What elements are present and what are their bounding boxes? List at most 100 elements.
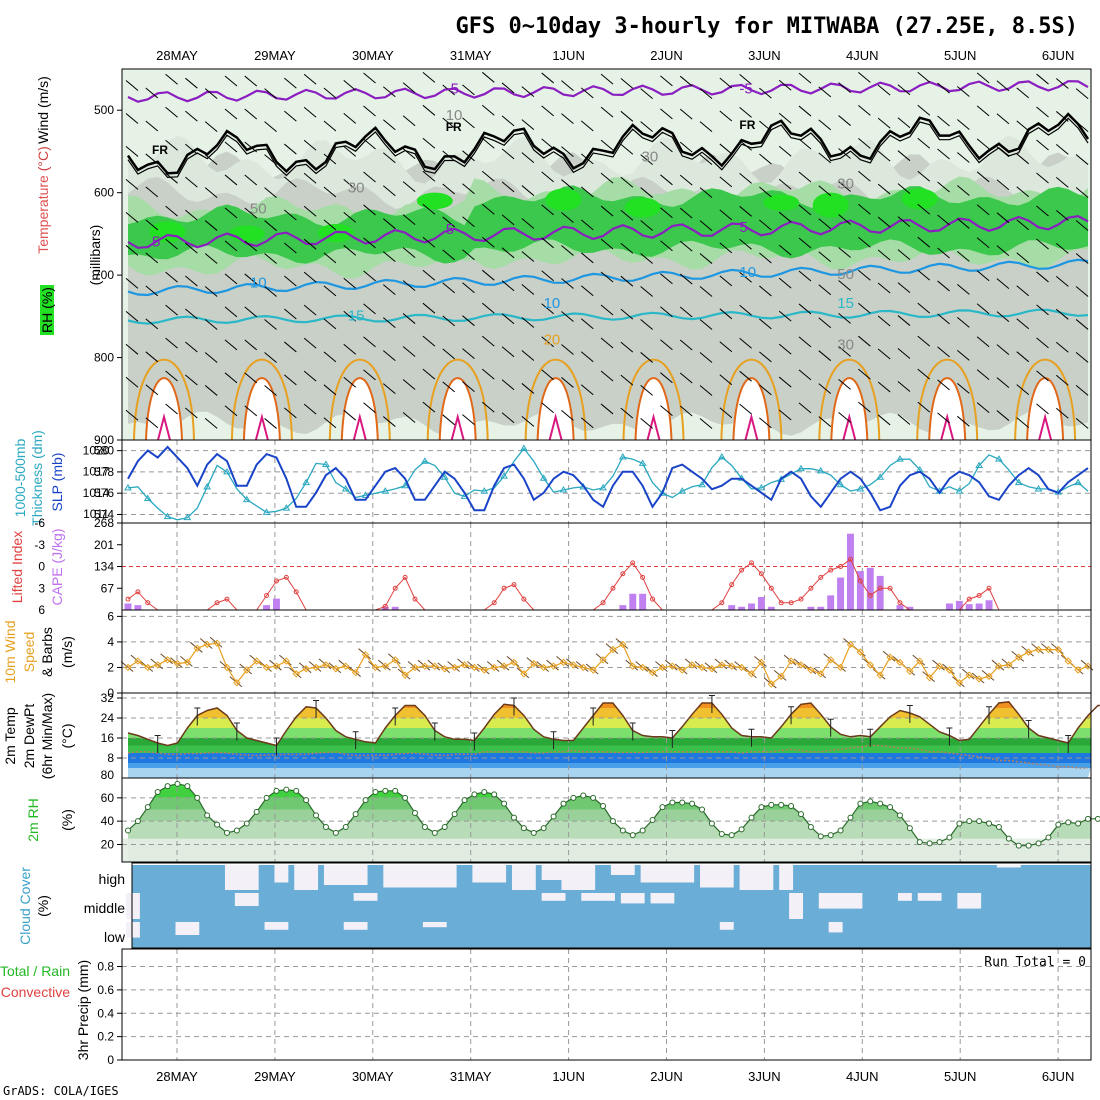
wind-barb [1036,73,1049,85]
wind-barb [679,240,693,252]
wind-barb [1075,352,1089,363]
rh-marker [471,791,478,798]
wind-speed-marker [737,663,746,672]
wind-barb [897,249,911,260]
precip-axis-label: 3hr Precip (mm) [75,960,91,1060]
wind-barb [442,216,456,228]
axis-label-part: & Barbs [39,627,55,677]
wind-speed-line [127,642,1089,686]
wind-barb [976,402,990,414]
temp-tick-label: 32 [101,691,115,705]
wind-barb [660,273,673,285]
rh-marker [1055,821,1062,828]
axis-label-part: CAPE (J/kg) [49,528,65,605]
rh-marker [778,801,785,808]
rh-shading-bright [901,188,938,210]
temp-25-contour [744,412,759,441]
temp-15-contour [127,308,1089,325]
freezing-level-line [126,112,1090,175]
wind-speed-marker [371,663,380,672]
cloud-cover-fill [132,865,1091,948]
wind-barb [303,106,317,118]
wind-barb [996,377,1010,388]
contour-label: 10 [446,107,463,124]
wind-barb [209,636,223,648]
wind-barb [481,401,495,413]
wind-barb [719,143,733,155]
temp-extra-tick-label: 80 [101,768,115,782]
wind-barb [284,407,297,419]
temp-band [128,708,1091,718]
cloud-gap [996,865,1021,868]
precip-3hr-panel: 0 0.2 0.4 0.6 0.8 Run Total = 0 Total / Rain Co… [0,948,1092,1067]
wind-speed-marker [1024,648,1033,656]
axis-label-part: (°C) [35,146,51,171]
lifted-index-marker [650,596,656,602]
contour-label: 20 [544,331,561,348]
contour-label: 30 [348,180,365,197]
wind-barb [739,370,752,382]
wind-barb [679,108,693,120]
cloud-gap [581,893,615,901]
temp-band [128,703,1091,708]
wind-speed-marker [787,657,795,665]
wind-barb [541,303,554,315]
wind-speed-marker [935,662,944,670]
rh-tick-label: 60 [101,791,115,805]
cape-bar [837,577,845,610]
wind-barb [382,152,396,164]
wind-barb [660,306,673,318]
precip-tick-label: 0.8 [97,960,114,974]
wind-barb [561,245,574,256]
wind-barb [600,172,614,184]
wind-speed-marker [183,658,192,667]
thickness-marker [816,466,825,474]
wind-barb [759,186,772,198]
wind-barb [264,187,277,198]
wind-barb [679,75,693,87]
wind-barb [298,662,312,674]
wind-barb [778,277,792,289]
lifted-index-marker [749,560,755,566]
wind-barb [1036,139,1049,151]
cape-bar [817,606,825,610]
wind-10m-panel: 0 2 4 6 10m Wind Speed & Barbs (m/s) [2,609,1094,700]
wind-barb [739,106,752,118]
wind-speed-marker [579,663,587,672]
wind-speed-marker [945,666,954,674]
wind-speed-marker [1005,661,1013,669]
wind-barb [318,658,332,670]
temp-20-contour [622,358,685,441]
rh-marker [392,787,399,794]
wind-barb [422,137,436,149]
wind-barb [284,143,297,155]
wind-barb [838,280,851,291]
rh-marker [491,791,498,798]
lifted-index-axis-label: Lifted Index [9,531,25,603]
wind-barb [541,369,554,381]
wind-barb [981,670,995,681]
thickness-marker [480,487,489,494]
rh-legend-swatch [40,285,54,335]
slp-line [127,445,1089,512]
wind-speed-marker [648,668,657,677]
rh-marker [283,786,290,793]
dewpoint-line [127,744,1088,769]
wind-barb [160,653,173,665]
thickness-marker [262,508,271,515]
wind-barb [1075,220,1089,231]
wind-barb [1036,172,1049,184]
li-tick-label: 0 [38,560,45,574]
wind-speed-marker [698,663,706,672]
wind-barb [976,237,990,249]
wind-barb [125,179,139,190]
rh-shading-bright [812,192,849,218]
wind-barb [818,251,832,263]
cloud-gap [264,922,289,930]
wind-speed-marker [797,661,805,669]
lifted-index-marker [273,578,279,584]
wind-barb [961,668,975,680]
axis-label-part: Temperature [35,171,51,253]
cloud-gap [897,893,912,901]
wind-barb [897,150,911,162]
